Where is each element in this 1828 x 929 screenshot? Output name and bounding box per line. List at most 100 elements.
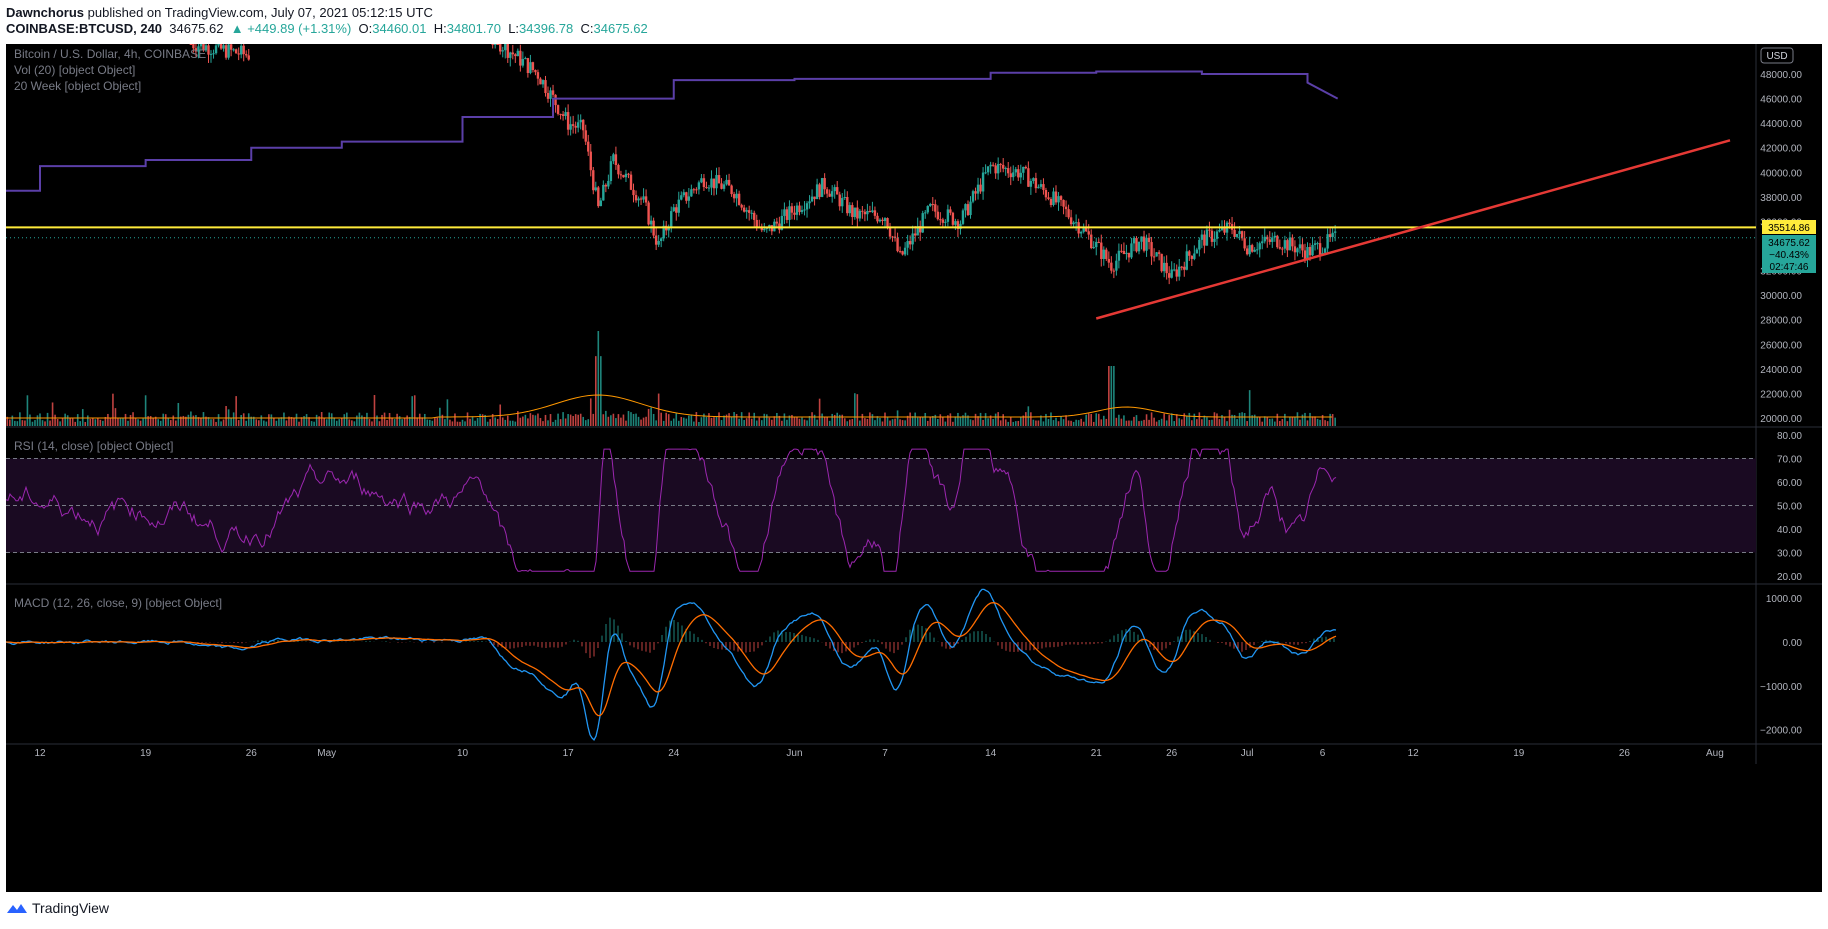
volume-bar [49, 420, 51, 426]
candle-body [1331, 232, 1334, 238]
candle-body [1014, 169, 1017, 173]
candle-body [685, 192, 688, 201]
volume-bar [781, 420, 783, 426]
volume-bar [474, 420, 476, 426]
volume-bar [313, 421, 315, 426]
candle-body [546, 93, 550, 99]
price-axis-tick-label: 20000.00 [1760, 414, 1802, 425]
volume-bar [338, 419, 341, 426]
volume-bar [411, 396, 414, 426]
rsi-axis-tick-label: 30.00 [1777, 549, 1802, 560]
volume-bar [237, 420, 240, 426]
candle-body [574, 125, 577, 128]
volume-bar [1097, 413, 1100, 426]
candle-body [989, 164, 992, 167]
volume-bar [330, 413, 333, 426]
candle-body [1268, 239, 1271, 242]
candle-body [551, 90, 555, 95]
volume-bar [61, 417, 64, 426]
volume-bar [308, 417, 310, 426]
author-name[interactable]: Dawnchorus [6, 5, 85, 20]
volume-bar [1052, 420, 1055, 426]
chart-area[interactable]: 48000.00 46000.00 44000.00 42000.00 40000.00… [0, 44, 1822, 892]
volume-bar [124, 413, 127, 426]
candle-body [1291, 237, 1294, 247]
volume-bar [1243, 413, 1246, 426]
candle-body [931, 203, 934, 205]
candle-body [954, 221, 957, 225]
volume-bar [954, 416, 957, 426]
volume-bar [1211, 419, 1213, 426]
currency-badge[interactable] [1760, 47, 1794, 64]
volume-bar [398, 416, 401, 426]
volume-bar [112, 393, 114, 426]
volume-bar [957, 412, 959, 426]
price-axis-tick-label: 40000.00 [1760, 168, 1802, 179]
candle-body [1278, 247, 1282, 249]
candle-body [760, 227, 763, 231]
volume-bar [876, 416, 879, 426]
volume-bar [172, 415, 175, 426]
volume-bar [320, 412, 323, 426]
volume-bar [323, 417, 325, 426]
volume-bar [602, 414, 605, 426]
volume-bar [854, 393, 856, 426]
volume-bar [177, 402, 180, 426]
candle-body [1258, 243, 1261, 250]
candle-body [908, 241, 912, 245]
candle-body [715, 175, 718, 189]
volume-bar [1125, 420, 1128, 426]
close-label: C: [580, 21, 594, 36]
volume-bar [753, 412, 756, 426]
volume-bar [1009, 417, 1012, 426]
volume-bar [293, 417, 295, 426]
candle-body [632, 189, 635, 196]
candle-body [549, 90, 552, 99]
candle-body [700, 178, 703, 183]
candle-body [1069, 217, 1073, 225]
volume-bar [164, 414, 167, 426]
candle-body [612, 154, 615, 162]
volume-bar [630, 412, 632, 426]
candle-body [202, 44, 205, 51]
volume-bar [59, 421, 61, 426]
volume-bar [1113, 366, 1115, 426]
volume-bar [632, 413, 635, 426]
volume-bar [1175, 414, 1178, 426]
volume-bar [1324, 420, 1326, 426]
candle-body [1090, 234, 1093, 248]
footer-brand[interactable]: TradingView [6, 900, 109, 916]
volume-bar [1118, 414, 1120, 426]
volume-bar [1017, 420, 1020, 426]
candle-body [1057, 196, 1060, 203]
volume-bar [408, 416, 411, 426]
volume-bar [6, 416, 9, 426]
volume-bar [210, 419, 212, 426]
volume-bar [1180, 419, 1183, 426]
volume-bar [222, 419, 225, 426]
candle-body [903, 247, 907, 255]
candle-body [841, 198, 844, 207]
candle-body [783, 209, 786, 216]
volume-bar [577, 414, 579, 426]
volume-bar [454, 413, 456, 426]
candle-body [1039, 184, 1043, 187]
price-axis-tick-label: 24000.00 [1760, 365, 1802, 376]
volume-bar [315, 414, 318, 426]
volume-bar [285, 420, 288, 426]
ma-20-week-line [0, 70, 1339, 192]
volume-bar [11, 415, 14, 426]
volume-bar [1304, 412, 1306, 426]
volume-bar [1082, 421, 1085, 426]
candle-body [519, 50, 522, 66]
candle-body [531, 62, 535, 71]
low-value: 34396.78 [519, 21, 574, 36]
volume-bar [132, 412, 134, 426]
volume-bar [1140, 420, 1143, 426]
volume-bar [791, 414, 793, 426]
volume-bar [328, 412, 331, 426]
candle-body [1286, 240, 1289, 251]
chart-canvas[interactable]: 48000.00 46000.00 44000.00 42000.00 40000.00… [0, 44, 1822, 892]
volume-bar [705, 416, 708, 426]
candle-body [1155, 252, 1158, 257]
